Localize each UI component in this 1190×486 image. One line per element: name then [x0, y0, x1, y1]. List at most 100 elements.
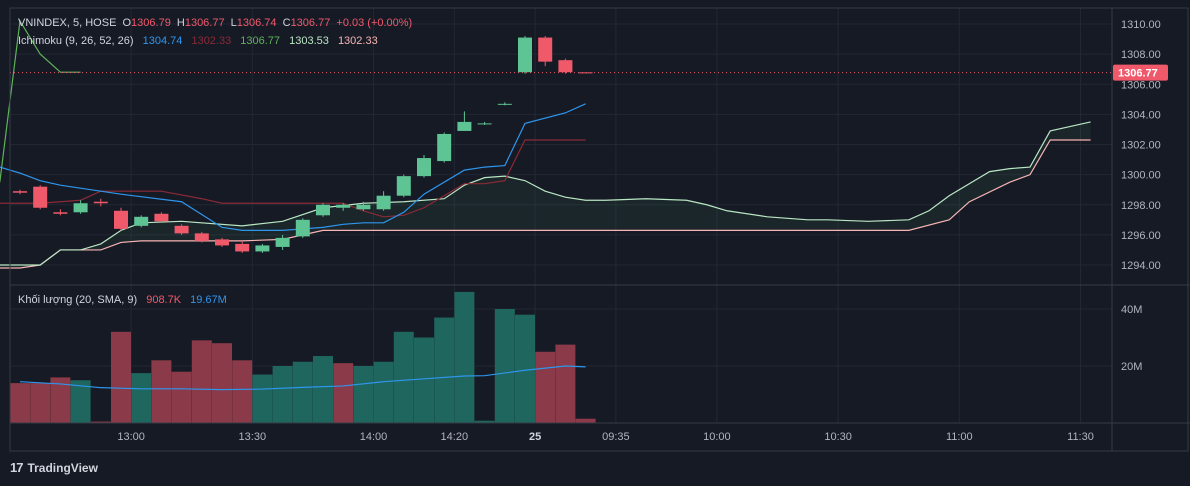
candle	[356, 201, 371, 211]
open-value: 1306.79	[131, 17, 171, 29]
volume-bar	[434, 317, 455, 423]
volume-series	[10, 291, 596, 423]
volume-bar	[292, 361, 313, 423]
volume-axis[interactable]: 20M 40M	[1121, 304, 1142, 373]
candle	[73, 200, 88, 214]
time-tick-label: 11:00	[946, 431, 973, 443]
candle-body	[194, 233, 209, 241]
ichimoku-legend[interactable]: Ichimoku (9, 26, 52, 26) 1304.74 1302.33…	[18, 35, 381, 47]
candle-body	[275, 237, 290, 247]
volume-bar	[333, 363, 354, 423]
candle-body	[114, 210, 128, 229]
candle	[114, 207, 128, 231]
candle	[437, 132, 452, 163]
price-tick-label: 1310.00	[1121, 19, 1161, 31]
candle-body	[578, 72, 593, 74]
candle-body	[437, 133, 452, 162]
candle-body	[376, 195, 391, 210]
volume-tick-label: 40M	[1121, 304, 1142, 316]
candle	[134, 215, 149, 228]
candle	[538, 36, 553, 67]
price-tick-label: 1304.00	[1121, 109, 1161, 121]
time-tick-label: 14:20	[441, 431, 469, 443]
price-tick-label: 1298.00	[1121, 200, 1161, 212]
volume-bar	[131, 373, 152, 423]
candle	[558, 58, 573, 74]
candle-body	[316, 204, 330, 216]
high-label: H	[176, 17, 185, 29]
price-axis[interactable]: 1294.00 1296.00 1298.00 1300.00 1302.00 1304.…	[1113, 19, 1168, 272]
candle	[497, 102, 512, 106]
symbol-legend[interactable]: VNINDEX, 5, HOSE O1306.79 H1306.77 L1306…	[18, 17, 415, 29]
candle-body	[53, 212, 68, 214]
candle	[235, 240, 250, 253]
volume-bar	[474, 420, 495, 423]
volume-bar	[555, 344, 576, 423]
time-tick-label: 14:00	[360, 431, 388, 443]
time-tick-label: 10:00	[703, 431, 731, 443]
time-tick-label: 09:35	[602, 431, 630, 443]
ichimoku-span-a-value: 1303.53	[289, 35, 329, 47]
ohlc-close: C1306.77	[283, 17, 331, 29]
price-tick-label: 1302.00	[1121, 140, 1161, 152]
candle-body	[215, 239, 229, 246]
volume-value: 908.7K	[146, 294, 182, 306]
tradingview-brand[interactable]: 17 TradingView	[10, 460, 98, 475]
last-price-tag[interactable]	[1113, 64, 1168, 81]
candle	[174, 224, 189, 235]
candle-body	[518, 37, 532, 73]
tradingview-logo-icon: 17	[10, 460, 24, 475]
volume-bar	[414, 337, 434, 423]
candle	[477, 121, 492, 125]
candle	[518, 36, 532, 74]
candle-body	[477, 123, 492, 125]
close-label: C	[282, 17, 291, 29]
candle	[154, 212, 169, 223]
volume-bar	[373, 361, 394, 423]
volume-bar	[70, 380, 91, 423]
volume-legend[interactable]: Khối lượng (20, SMA, 9) 908.7K 19.67M	[18, 294, 230, 306]
candle-body	[538, 37, 553, 62]
symbol-name[interactable]: VNINDEX, 5, HOSE	[18, 17, 117, 29]
panel-borders	[9, 7, 1190, 452]
volume-bar	[111, 331, 131, 423]
price-tick-label: 1306.00	[1121, 79, 1161, 91]
candle	[457, 111, 472, 131]
cloud-fill	[0, 121, 1091, 269]
candle-body	[154, 213, 169, 222]
time-tick-label: 11:30	[1067, 431, 1094, 443]
ichimoku-name[interactable]: Ichimoku (9, 26, 52, 26)	[18, 35, 134, 47]
senkou-span-a-line	[0, 121, 1091, 266]
candle	[336, 203, 351, 211]
candle	[33, 185, 48, 210]
candle	[13, 189, 27, 195]
volume-bar	[252, 374, 273, 423]
ohlc-open: O1306.79	[122, 17, 170, 29]
volume-bar	[151, 360, 172, 423]
candle-body	[73, 203, 88, 213]
volume-bar	[494, 309, 515, 423]
ichimoku-cloud	[0, 121, 1091, 269]
candle-body	[33, 186, 48, 208]
candle	[215, 237, 229, 247]
volume-name[interactable]: Khối lượng (20, SMA, 9)	[18, 294, 138, 306]
ichimoku-span-b-value: 1302.33	[337, 35, 378, 47]
time-tick-label: 13:00	[117, 431, 145, 443]
price-change: +0.03 (+0.00%)	[336, 17, 413, 29]
candle-body	[356, 204, 371, 210]
candle	[316, 203, 330, 217]
volume-bar	[272, 366, 293, 423]
time-axis[interactable]: 13:00 13:30 14:00 14:20 25 09:35 10:00 10:30 11:…	[117, 431, 1094, 443]
high-value: 1306.77	[184, 17, 225, 29]
volume-sma-value: 19.67M	[190, 294, 227, 306]
volume-bar	[171, 371, 192, 423]
volume-bar	[90, 421, 111, 423]
volume-bar	[515, 314, 535, 423]
candle-body	[255, 245, 270, 252]
volume-tick-label: 20M	[1121, 361, 1142, 373]
candle	[376, 191, 391, 211]
candle-body	[457, 121, 472, 131]
price-tick-label: 1300.00	[1121, 170, 1161, 182]
volume-bar	[50, 377, 71, 423]
